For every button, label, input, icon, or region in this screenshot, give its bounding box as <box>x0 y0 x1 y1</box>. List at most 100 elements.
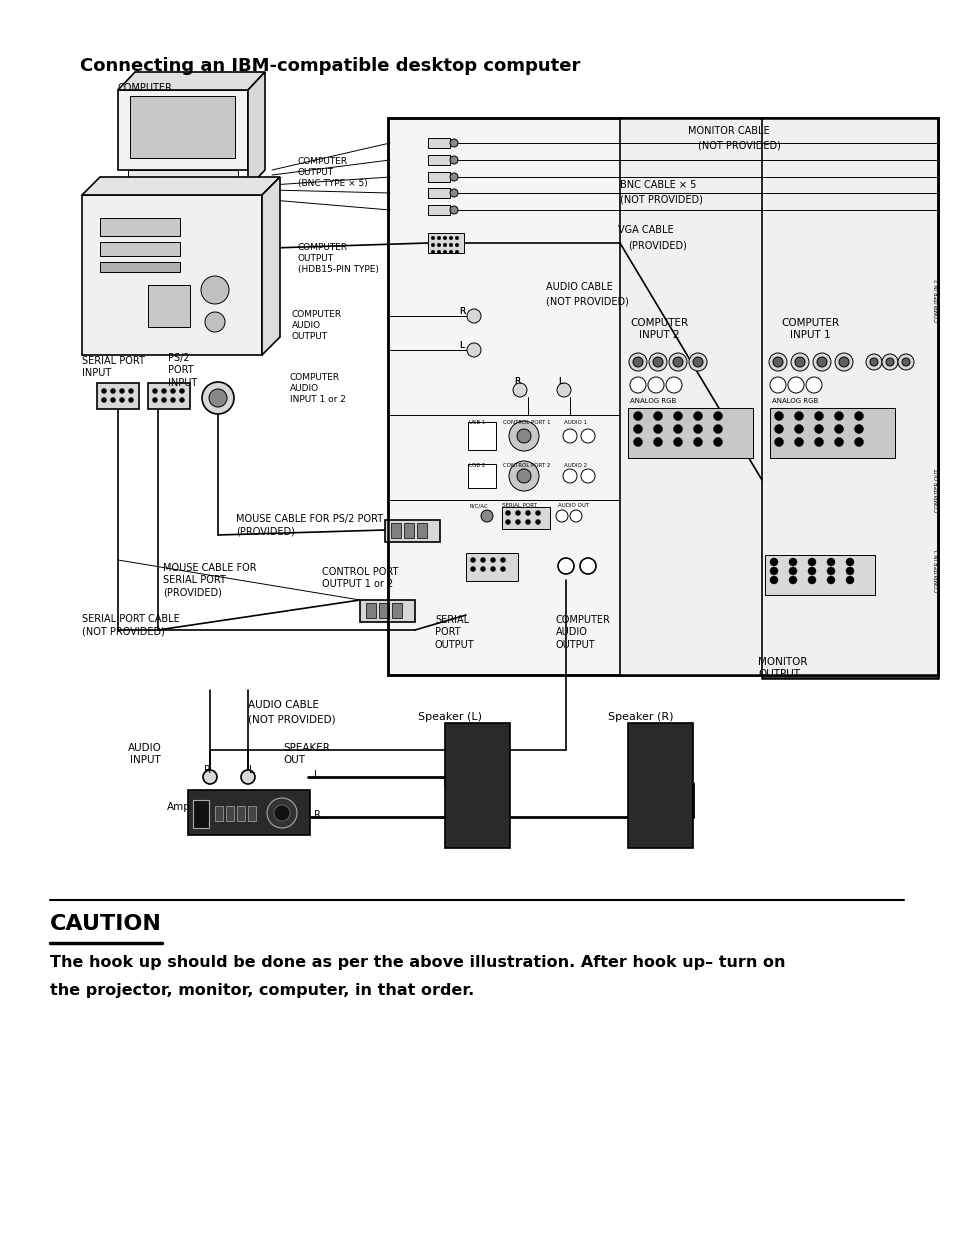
Circle shape <box>774 411 782 420</box>
Bar <box>468 464 496 488</box>
Circle shape <box>480 510 493 522</box>
Bar <box>627 722 692 848</box>
Text: Speaker (R): Speaker (R) <box>607 713 673 722</box>
Circle shape <box>653 411 661 420</box>
Circle shape <box>814 411 822 420</box>
Circle shape <box>673 425 681 433</box>
Bar <box>193 800 209 827</box>
Circle shape <box>713 437 721 447</box>
Text: L: L <box>558 377 562 387</box>
Circle shape <box>774 437 782 447</box>
Bar <box>388 119 937 676</box>
Circle shape <box>450 189 457 198</box>
Circle shape <box>629 377 645 393</box>
Bar <box>428 156 450 165</box>
Circle shape <box>794 411 802 420</box>
Bar <box>248 806 255 821</box>
Circle shape <box>653 425 661 433</box>
Circle shape <box>788 558 796 566</box>
Circle shape <box>129 389 133 394</box>
Circle shape <box>633 411 641 420</box>
Text: R: R <box>458 308 465 316</box>
Bar <box>501 508 550 529</box>
Circle shape <box>769 576 778 584</box>
Bar <box>428 172 450 182</box>
Circle shape <box>515 510 520 515</box>
Polygon shape <box>118 90 248 170</box>
Circle shape <box>692 357 702 367</box>
Polygon shape <box>128 170 237 182</box>
Circle shape <box>826 567 834 576</box>
Circle shape <box>101 389 107 394</box>
Polygon shape <box>82 177 280 195</box>
Bar <box>428 233 463 253</box>
Circle shape <box>241 769 254 784</box>
Circle shape <box>693 425 701 433</box>
Circle shape <box>161 398 167 403</box>
Circle shape <box>556 510 567 522</box>
Text: SERIAL PORT CABLE
(NOT PROVIDED): SERIAL PORT CABLE (NOT PROVIDED) <box>82 614 179 636</box>
Text: AUDIO 1: AUDIO 1 <box>563 420 586 425</box>
Bar <box>627 408 752 458</box>
Circle shape <box>647 377 663 393</box>
Circle shape <box>845 567 853 576</box>
Polygon shape <box>156 182 210 195</box>
Text: CONTROL PORT 1: CONTROL PORT 1 <box>502 420 550 425</box>
Circle shape <box>794 437 802 447</box>
Bar <box>764 555 874 595</box>
Text: COMPUTER
AUDIO
OUTPUT: COMPUTER AUDIO OUTPUT <box>556 615 610 650</box>
Circle shape <box>179 389 184 394</box>
Circle shape <box>467 343 480 357</box>
Circle shape <box>431 236 435 240</box>
Bar <box>763 119 937 676</box>
Text: COMPUTER
OUTPUT
(HDB15-PIN TYPE): COMPUTER OUTPUT (HDB15-PIN TYPE) <box>297 243 378 274</box>
Circle shape <box>201 275 229 304</box>
Bar <box>769 408 894 458</box>
Circle shape <box>467 309 480 324</box>
Text: R: R <box>203 764 211 776</box>
Circle shape <box>535 510 540 515</box>
Bar <box>130 96 234 158</box>
Circle shape <box>788 576 796 584</box>
Circle shape <box>525 510 530 515</box>
Circle shape <box>449 251 453 254</box>
Circle shape <box>885 358 893 366</box>
Circle shape <box>790 353 808 370</box>
Text: COMPUTER: COMPUTER <box>118 83 172 93</box>
Circle shape <box>557 383 571 396</box>
Circle shape <box>633 425 641 433</box>
Circle shape <box>816 357 826 367</box>
Bar <box>366 603 375 618</box>
Bar <box>392 603 401 618</box>
Circle shape <box>443 251 446 254</box>
Circle shape <box>455 251 458 254</box>
Circle shape <box>509 461 538 492</box>
Text: R: R <box>514 377 519 387</box>
Text: BNC CABLE × 5: BNC CABLE × 5 <box>619 180 696 190</box>
Text: VGA CABLE: VGA CABLE <box>618 225 673 235</box>
Circle shape <box>480 557 485 562</box>
Text: (NOT PROVIDED): (NOT PROVIDED) <box>248 715 335 725</box>
Bar <box>214 806 223 821</box>
Circle shape <box>713 411 721 420</box>
Circle shape <box>111 398 115 403</box>
Text: AUDIO
INPUT: AUDIO INPUT <box>128 743 162 766</box>
Circle shape <box>500 567 505 572</box>
Text: AUDIO CABLE: AUDIO CABLE <box>545 282 612 291</box>
Circle shape <box>203 769 216 784</box>
Circle shape <box>513 383 526 396</box>
Circle shape <box>171 398 175 403</box>
Text: R: R <box>514 377 519 387</box>
Text: L: L <box>558 377 562 387</box>
Circle shape <box>854 411 862 420</box>
Circle shape <box>152 389 157 394</box>
Bar <box>148 383 190 409</box>
Circle shape <box>794 425 802 433</box>
Circle shape <box>436 236 440 240</box>
Circle shape <box>179 398 184 403</box>
Circle shape <box>769 558 778 566</box>
Circle shape <box>517 429 531 443</box>
Circle shape <box>436 243 440 247</box>
Circle shape <box>515 520 520 525</box>
Circle shape <box>579 558 596 574</box>
